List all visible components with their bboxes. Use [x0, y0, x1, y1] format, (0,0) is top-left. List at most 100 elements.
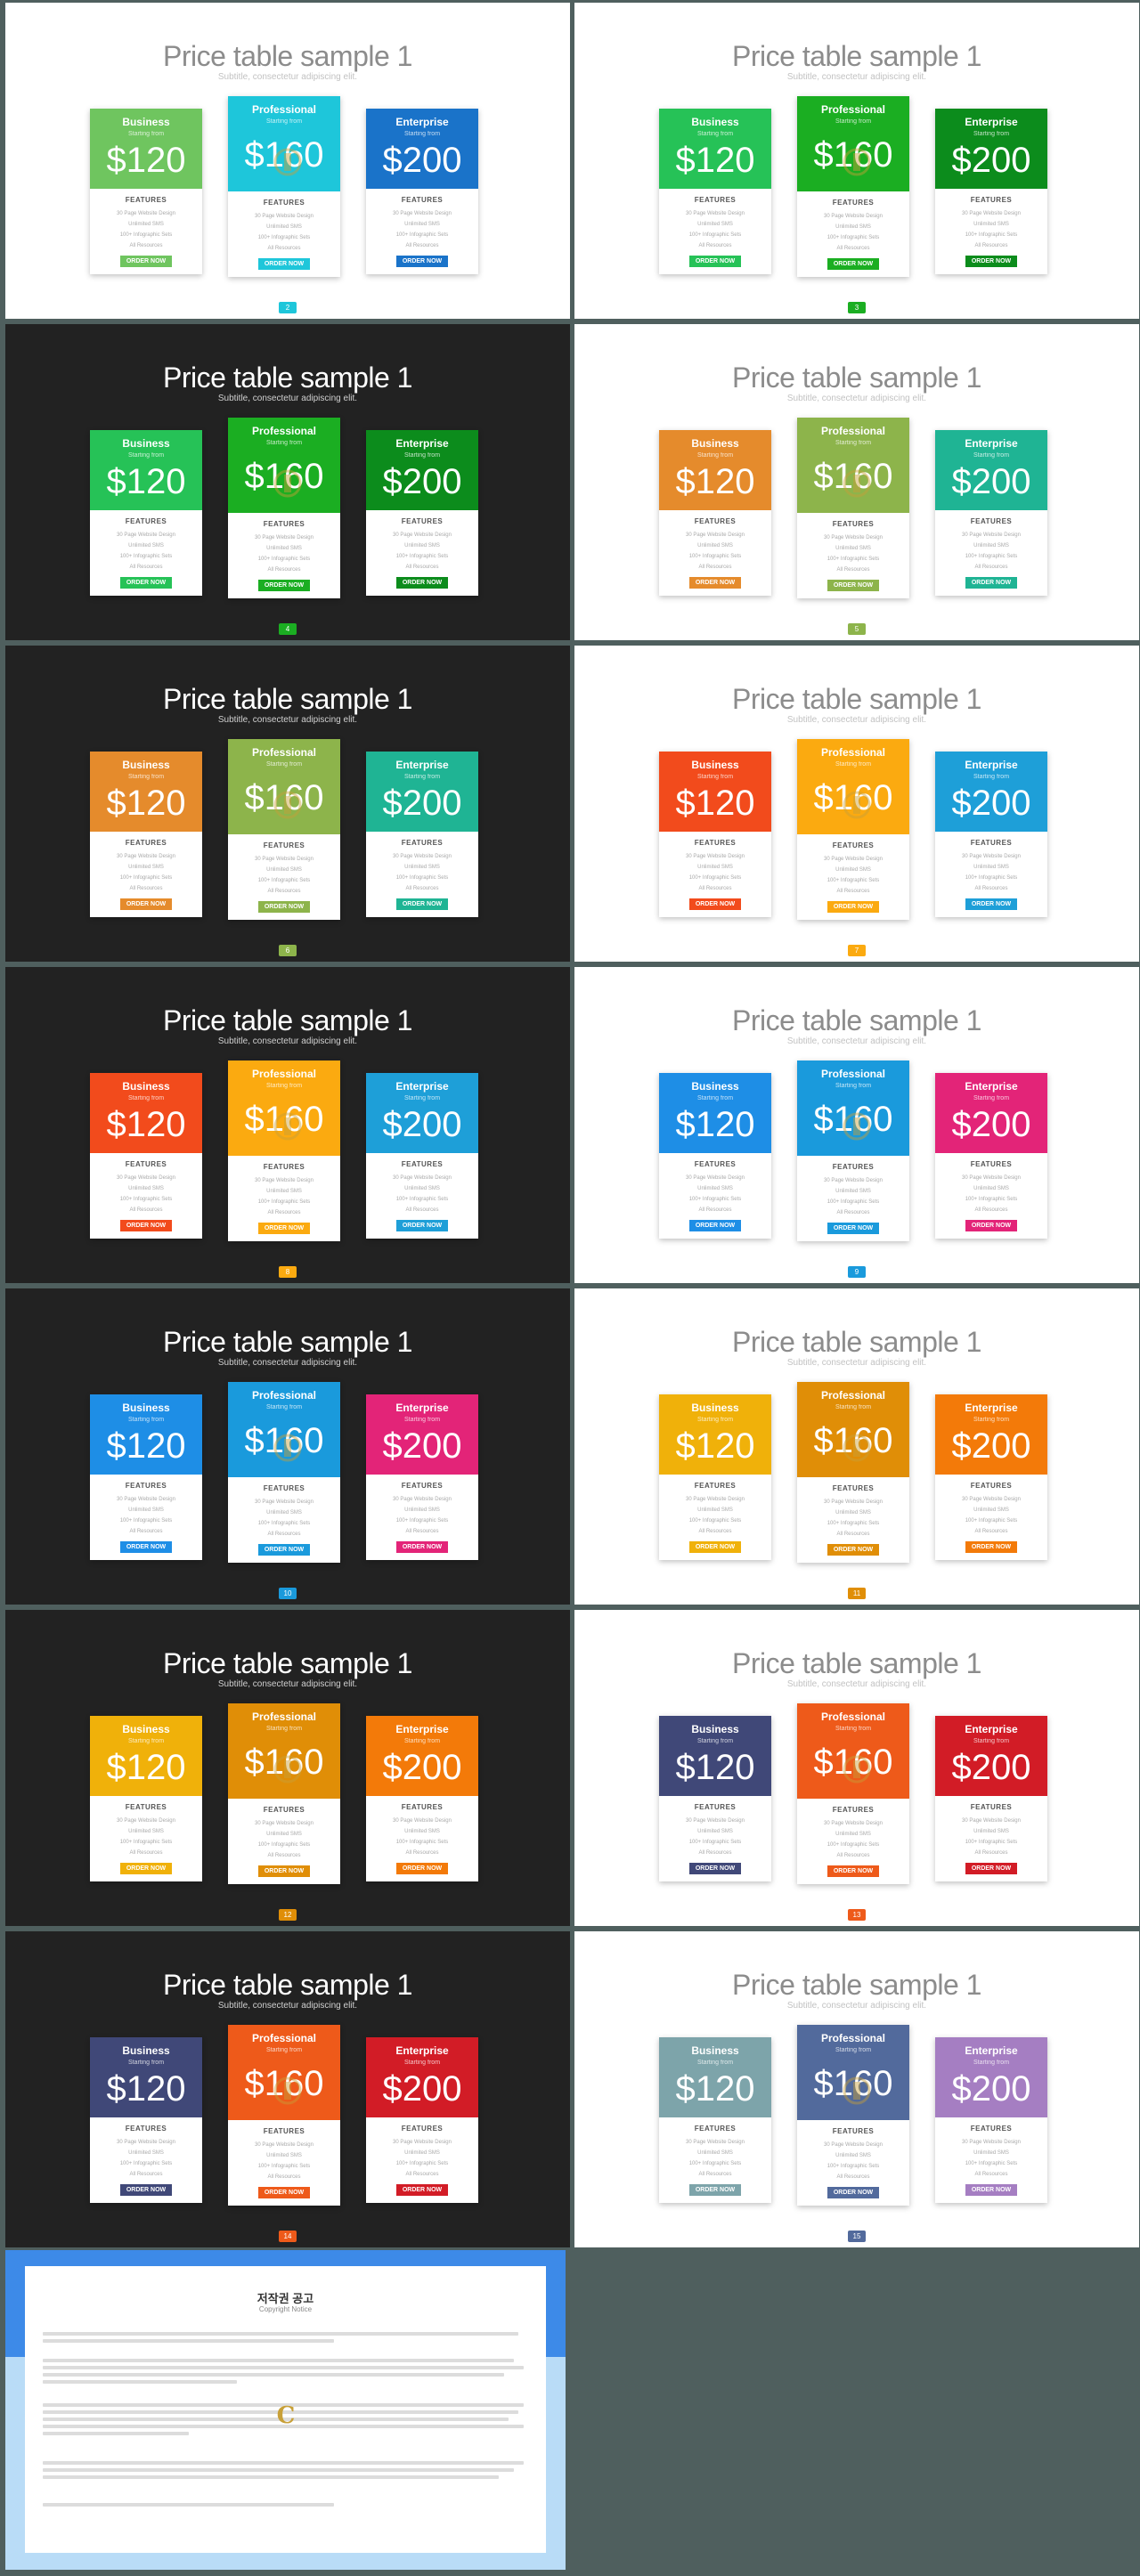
order-now-button[interactable]: ORDER NOW	[257, 580, 311, 591]
plan-name: Business	[691, 2044, 739, 2057]
order-now-button[interactable]: ORDER NOW	[395, 577, 449, 589]
price-card-header: Professional Starting from $160	[228, 1703, 340, 1799]
order-now-button[interactable]: ORDER NOW	[688, 1863, 742, 1874]
order-now-button[interactable]: ORDER NOW	[688, 256, 742, 267]
feature-item: 100+ Infographic Sets	[965, 1197, 1018, 1202]
order-now-button[interactable]: ORDER NOW	[395, 1220, 449, 1231]
order-now-button[interactable]: ORDER NOW	[119, 898, 173, 910]
feature-item: 100+ Infographic Sets	[257, 1521, 311, 1526]
order-now-button[interactable]: ORDER NOW	[119, 1541, 173, 1553]
plan-price: $160	[244, 457, 324, 496]
price-card-header: Enterprise Starting from $200	[366, 1716, 478, 1796]
slide-subtitle: Subtitle, consectetur adipiscing elit.	[217, 1036, 358, 1046]
features-heading: FEATURES	[125, 839, 167, 847]
feature-item: 30 Page Website Design	[393, 854, 452, 859]
feature-item: All Resources	[405, 1850, 439, 1856]
feature-item: Unlimited SMS	[973, 2150, 1009, 2156]
order-now-button[interactable]: ORDER NOW	[965, 1541, 1018, 1553]
price-card-body: FEATURES 30 Page Website Design Unlimite…	[935, 1796, 1047, 1881]
order-now-button[interactable]: ORDER NOW	[965, 1220, 1018, 1231]
order-now-button[interactable]: ORDER NOW	[119, 1863, 173, 1874]
order-now-button[interactable]: ORDER NOW	[119, 577, 173, 589]
features-heading: FEATURES	[970, 1160, 1013, 1168]
plan-price: $120	[675, 1105, 755, 1144]
order-now-button[interactable]: ORDER NOW	[119, 2184, 173, 2196]
slide-thumbnail-11[interactable]: Price table sample 1 Subtitle, consectet…	[574, 1288, 1139, 1605]
feature-item: Unlimited SMS	[835, 1189, 871, 1194]
slide-thumbnail-4[interactable]: Price table sample 1 Subtitle, consectet…	[5, 324, 570, 640]
feature-item: 30 Page Website Design	[393, 211, 452, 216]
order-now-button[interactable]: ORDER NOW	[395, 256, 449, 267]
slide-thumbnail-14[interactable]: Price table sample 1 Subtitle, consectet…	[5, 1931, 570, 2247]
feature-item: Unlimited SMS	[835, 546, 871, 551]
slide-title: Price table sample 1	[732, 362, 981, 394]
slide-thumbnail-7[interactable]: Price table sample 1 Subtitle, consectet…	[574, 646, 1139, 962]
slide-thumbnail-3[interactable]: Price table sample 1 Subtitle, consectet…	[574, 3, 1139, 319]
order-now-button[interactable]: ORDER NOW	[826, 1544, 880, 1556]
order-now-button[interactable]: ORDER NOW	[688, 1541, 742, 1553]
order-now-button[interactable]: ORDER NOW	[119, 1220, 173, 1231]
order-now-button[interactable]: ORDER NOW	[965, 2184, 1018, 2196]
feature-item: All Resources	[129, 1207, 163, 1213]
order-now-button[interactable]: ORDER NOW	[688, 1220, 742, 1231]
price-card: Enterprise Starting from $200 FEATURES 3…	[366, 1716, 478, 1881]
plan-name: Professional	[820, 746, 886, 759]
order-now-button[interactable]: ORDER NOW	[688, 2184, 742, 2196]
price-card-header: Business Starting from $120	[90, 752, 202, 832]
starting-label: Starting from	[835, 1404, 872, 1410]
order-now-button[interactable]: ORDER NOW	[826, 1223, 880, 1234]
features-heading: FEATURES	[263, 520, 305, 528]
order-now-button[interactable]: ORDER NOW	[257, 2187, 311, 2198]
slide-thumbnail-13[interactable]: Price table sample 1 Subtitle, consectet…	[574, 1610, 1139, 1926]
order-now-button[interactable]: ORDER NOW	[826, 1865, 880, 1877]
slide-thumbnail-15[interactable]: Price table sample 1 Subtitle, consectet…	[574, 1931, 1139, 2247]
feature-item: All Resources	[129, 2172, 163, 2177]
feature-item: 30 Page Website Design	[117, 854, 175, 859]
order-now-button[interactable]: ORDER NOW	[395, 1863, 449, 1874]
order-now-button[interactable]: ORDER NOW	[688, 898, 742, 910]
feature-item: Unlimited SMS	[835, 867, 871, 873]
order-now-button[interactable]: ORDER NOW	[965, 577, 1018, 589]
features-heading: FEATURES	[263, 1484, 305, 1492]
feature-item: All Resources	[836, 1532, 870, 1537]
slide-thumbnail-10[interactable]: Price table sample 1 Subtitle, consectet…	[5, 1288, 570, 1605]
order-now-button[interactable]: ORDER NOW	[826, 580, 880, 591]
order-now-button[interactable]: ORDER NOW	[395, 2184, 449, 2196]
order-now-button[interactable]: ORDER NOW	[965, 256, 1018, 267]
order-now-button[interactable]: ORDER NOW	[965, 1863, 1018, 1874]
slide-thumbnail-5[interactable]: Price table sample 1 Subtitle, consectet…	[574, 324, 1139, 640]
price-card: Business Starting from $120 FEATURES 30 …	[90, 1073, 202, 1239]
plan-price: $160	[244, 1421, 324, 1460]
feature-item: Unlimited SMS	[697, 543, 733, 549]
plan-name: Business	[691, 116, 739, 128]
order-now-button[interactable]: ORDER NOW	[257, 1223, 311, 1234]
slide-thumbnail-8[interactable]: Price table sample 1 Subtitle, consectet…	[5, 967, 570, 1283]
price-card-header: Professional Starting from $160	[228, 1382, 340, 1477]
plan-name: Business	[691, 1080, 739, 1093]
order-now-button[interactable]: ORDER NOW	[119, 256, 173, 267]
plan-price: $160	[244, 135, 324, 175]
order-now-button[interactable]: ORDER NOW	[395, 1541, 449, 1553]
order-now-button[interactable]: ORDER NOW	[826, 901, 880, 913]
order-now-button[interactable]: ORDER NOW	[257, 901, 311, 913]
feature-item: 100+ Infographic Sets	[257, 557, 311, 562]
slide-thumbnail-12[interactable]: Price table sample 1 Subtitle, consectet…	[5, 1610, 570, 1926]
copyright-slide[interactable]: 저작권 공고 Copyright Notice C	[5, 2250, 566, 2570]
plan-name: Enterprise	[395, 437, 449, 450]
starting-label: Starting from	[835, 118, 872, 125]
order-now-button[interactable]: ORDER NOW	[257, 1544, 311, 1556]
order-now-button[interactable]: ORDER NOW	[395, 898, 449, 910]
order-now-button[interactable]: ORDER NOW	[688, 577, 742, 589]
slide-thumbnail-2[interactable]: Price table sample 1 Subtitle, consectet…	[5, 3, 570, 319]
plan-name: Professional	[251, 1068, 317, 1080]
features-heading: FEATURES	[970, 517, 1013, 525]
feature-item: Unlimited SMS	[835, 224, 871, 230]
order-now-button[interactable]: ORDER NOW	[965, 898, 1018, 910]
slide-thumbnail-6[interactable]: Price table sample 1 Subtitle, consectet…	[5, 646, 570, 962]
slide-thumbnail-9[interactable]: Price table sample 1 Subtitle, consectet…	[574, 967, 1139, 1283]
order-now-button[interactable]: ORDER NOW	[826, 2187, 880, 2198]
feature-item: All Resources	[405, 1207, 439, 1213]
order-now-button[interactable]: ORDER NOW	[826, 258, 880, 270]
order-now-button[interactable]: ORDER NOW	[257, 1865, 311, 1877]
order-now-button[interactable]: ORDER NOW	[257, 258, 311, 270]
